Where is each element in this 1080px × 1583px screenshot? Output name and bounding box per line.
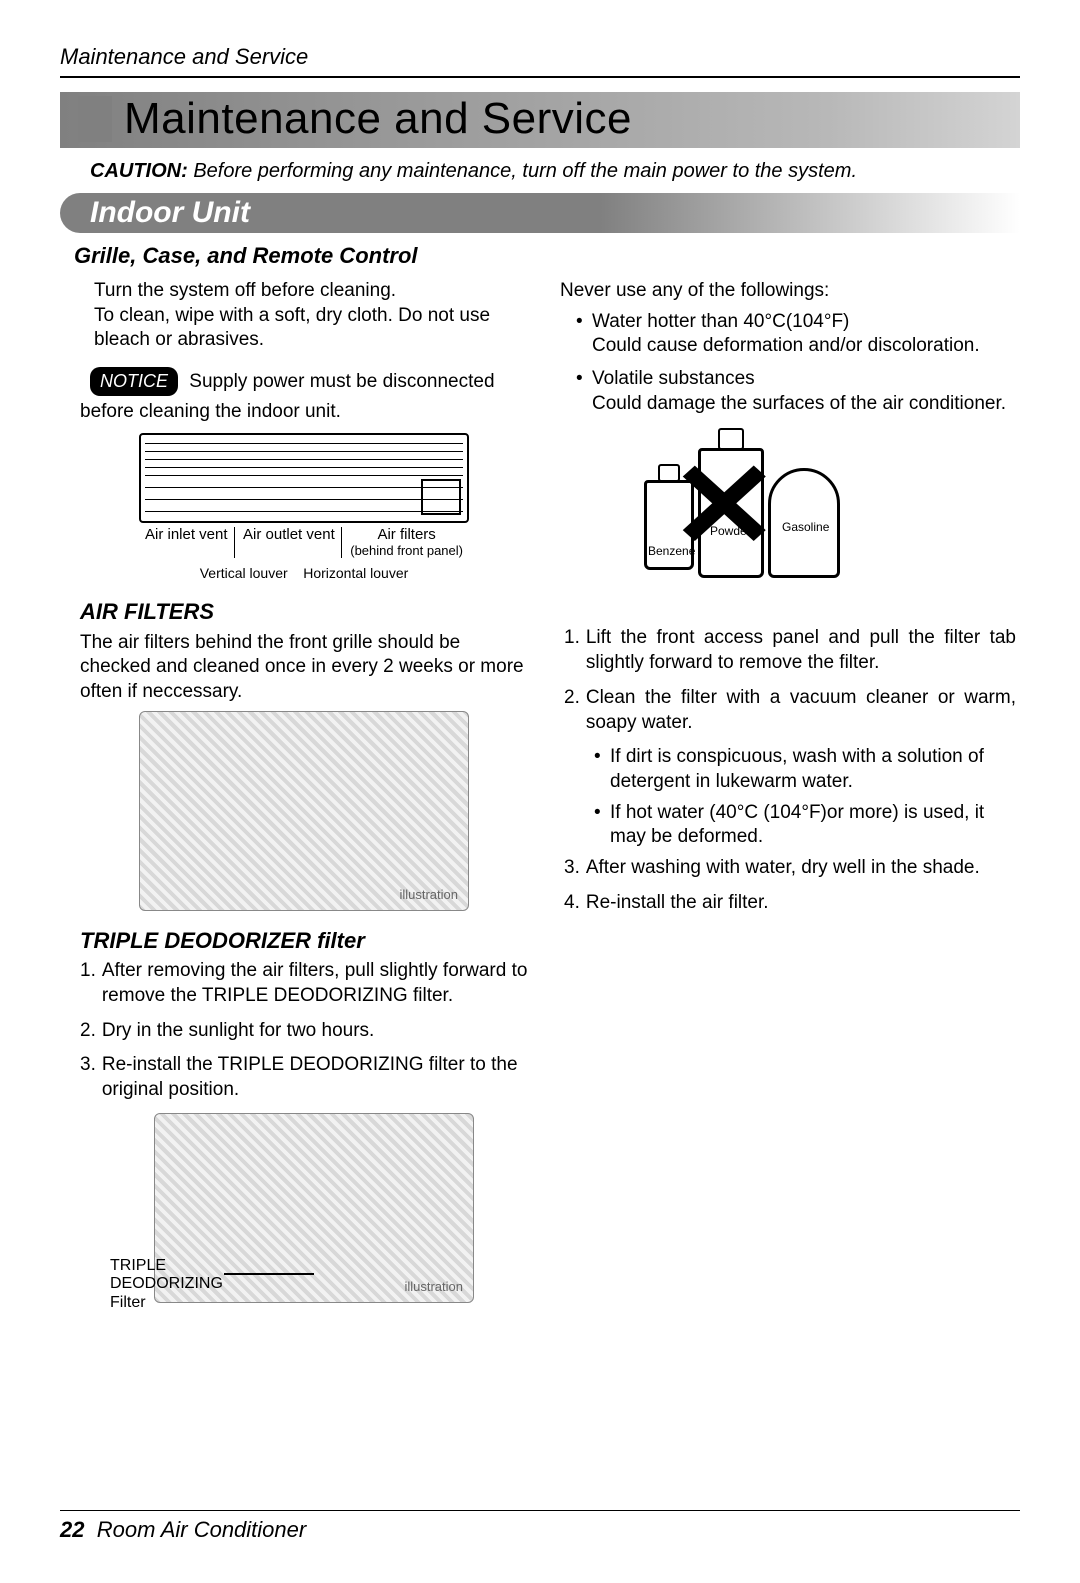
footer-title: Room Air Conditioner — [97, 1517, 307, 1542]
caution-label: CAUTION: — [90, 160, 188, 182]
running-head: Maintenance and Service — [60, 44, 1020, 70]
airfilters-intro: The air filters behind the front grille … — [80, 631, 524, 705]
bottles-icon: Benzene Powder Gasoline ✕ — [640, 424, 860, 584]
unit-diagram: Air inlet vent Air outlet vent Air filte… — [74, 433, 534, 582]
title-banner: Maintenance and Service — [60, 92, 1020, 148]
notice-badge: NOTICE — [90, 367, 178, 396]
prohibit-x-icon: ✕ — [669, 446, 780, 566]
label-horizontal-louver: Horizontal louver — [303, 565, 408, 581]
af-step-3: After washing with water, dry well in th… — [586, 856, 980, 881]
heading-grille: Grille, Case, and Remote Control — [74, 243, 1020, 269]
page-footer: 22 Room Air Conditioner — [60, 1510, 1020, 1543]
section-label: Indoor Unit — [90, 196, 250, 230]
af-step-1: Lift the front access panel and pull the… — [586, 626, 1016, 675]
footer-page-number: 22 — [60, 1517, 84, 1542]
deo-callout-2: DEODORIZING — [110, 1275, 223, 1293]
label-air-filters: Air filters — [350, 527, 463, 544]
page-title: Maintenance and Service — [124, 94, 632, 144]
deo-callout-3: Filter — [110, 1294, 223, 1312]
unit-rect-icon — [139, 433, 469, 523]
heading-air-filters: AIR FILTERS — [80, 598, 534, 627]
never-b-sub: Could damage the surfaces of the air con… — [592, 392, 1020, 417]
airfilter-illustration — [139, 711, 469, 911]
af-step-2: Clean the filter with a vacuum cleaner o… — [586, 686, 1016, 735]
callout-leader-line — [224, 1273, 314, 1275]
section-indoor-unit: Indoor Unit — [60, 193, 1020, 233]
caution-line: CAUTION: Before performing any maintenan… — [90, 160, 1020, 183]
grille-p2: To clean, wipe with a soft, dry cloth. D… — [94, 304, 524, 353]
af-step-2b: If hot water (40°C (104°F)or more) is us… — [594, 801, 1020, 850]
label-air-outlet: Air outlet vent — [237, 527, 342, 558]
notice-row: NOTICE Supply power must be disconnected — [90, 367, 534, 396]
label-air-filters-sub: (behind front panel) — [350, 544, 463, 558]
deo-callout-1: TRIPLE — [110, 1257, 223, 1275]
label-vertical-louver: Vertical louver — [200, 565, 288, 581]
bottle-gasoline-label: Gasoline — [782, 520, 829, 536]
label-air-inlet: Air inlet vent — [139, 527, 235, 558]
af-step-2a: If dirt is conspicuous, wash with a solu… — [594, 745, 1020, 794]
never-b: Volatile substances — [592, 367, 1020, 392]
header-rule — [60, 76, 1020, 78]
af-step-4: Re-install the air filter. — [586, 891, 769, 916]
notice-text-1: Supply power must be disconnected — [189, 371, 494, 392]
heading-deodorizer: TRIPLE DEODORIZER filter — [80, 927, 534, 956]
notice-text-2: before cleaning the indoor unit. — [80, 400, 534, 425]
caution-text: Before performing any maintenance, turn … — [193, 160, 857, 182]
deo-step-2: Dry in the sunlight for two hours. — [102, 1019, 374, 1044]
title-accent — [78, 96, 112, 142]
deo-step-3: Re-install the TRIPLE DEODORIZING filter… — [102, 1053, 530, 1102]
never-a: Water hotter than 40°C(104°F) — [592, 310, 1020, 335]
deo-step-1: After removing the air filters, pull sli… — [102, 959, 530, 1008]
never-intro: Never use any of the followings: — [560, 279, 1020, 304]
never-a-sub: Could cause deformation and/or discolora… — [592, 334, 1020, 359]
deodorizer-figure: TRIPLE DEODORIZING Filter — [104, 1113, 474, 1333]
grille-p1: Turn the system off before cleaning. — [94, 279, 524, 304]
